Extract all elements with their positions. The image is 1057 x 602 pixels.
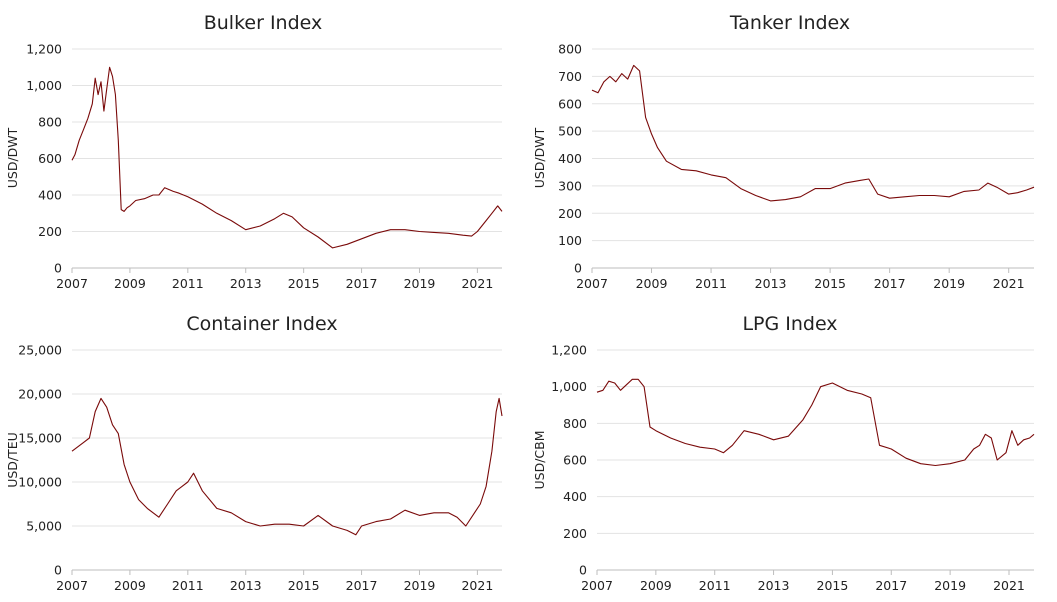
y-tick-label: 200 xyxy=(558,206,582,221)
chart-panel-3: LPG Index USD/CBM 0 200 400 600 800 1,000 1,200 2… xyxy=(532,313,1035,593)
y-tick-label: 20,000 xyxy=(18,387,62,402)
y-tick-label: 0 xyxy=(574,261,582,276)
x-tick-label: 2009 xyxy=(640,578,672,593)
x-tick-label: 2009 xyxy=(114,276,146,291)
y-tick-label: 400 xyxy=(558,151,582,166)
chart-title: LPG Index xyxy=(742,313,837,335)
y-tick-label: 700 xyxy=(558,69,582,84)
y-tick-label: 600 xyxy=(563,453,587,468)
chart-panel-2: Container Index USD/TEU 0 5,000 10,000 15,000… xyxy=(5,313,503,593)
x-tick-label: 2011 xyxy=(172,276,204,291)
x-tick-label: 2013 xyxy=(230,578,262,593)
x-tick-label: 2019 xyxy=(933,276,965,291)
x-tick-label: 2019 xyxy=(404,578,436,593)
chart-title: Tanker Index xyxy=(729,12,850,34)
y-tick-label: 1,000 xyxy=(26,78,62,93)
y-tick-label: 0 xyxy=(54,563,62,578)
x-tick-label: 2007 xyxy=(56,578,88,593)
x-tick-label: 2015 xyxy=(288,578,320,593)
x-tick-label: 2021 xyxy=(461,276,493,291)
x-tick-label: 2017 xyxy=(874,276,906,291)
chart-panel-0: Bulker Index USD/DWT 0 200 400 600 800 1,000 1,2… xyxy=(5,12,503,291)
y-tick-label: 500 xyxy=(558,124,582,139)
series-line-0 xyxy=(591,64,1035,202)
y-axis-label: USD/DWT xyxy=(532,127,547,188)
y-tick-label: 800 xyxy=(38,115,62,130)
y-tick-label: 400 xyxy=(38,188,62,203)
y-tick-label: 1,200 xyxy=(551,343,587,358)
x-tick-label: 2009 xyxy=(636,276,668,291)
chart-panel-1: Tanker Index USD/DWT 0 100 200 300 400 500 600 70… xyxy=(532,12,1035,291)
x-tick-label: 2011 xyxy=(695,276,727,291)
y-tick-label: 1,000 xyxy=(551,379,587,394)
y-tick-label: 0 xyxy=(579,563,587,578)
y-axis-label: USD/DWT xyxy=(5,127,20,188)
y-tick-label: 200 xyxy=(563,526,587,541)
x-tick-label: 2017 xyxy=(346,276,378,291)
x-tick-label: 2017 xyxy=(346,578,378,593)
y-tick-label: 100 xyxy=(558,233,582,248)
x-tick-label: 2019 xyxy=(404,276,436,291)
series-line-0 xyxy=(71,397,503,536)
x-tick-label: 2015 xyxy=(817,578,849,593)
x-tick-label: 2007 xyxy=(576,276,608,291)
y-tick-label: 1,200 xyxy=(26,42,62,57)
y-axis-label: USD/TEU xyxy=(5,432,20,488)
y-tick-label: 10,000 xyxy=(18,475,62,490)
x-tick-label: 2013 xyxy=(230,276,262,291)
x-tick-label: 2007 xyxy=(581,578,613,593)
y-tick-label: 800 xyxy=(563,416,587,431)
y-tick-label: 300 xyxy=(558,178,582,193)
y-tick-label: 600 xyxy=(558,96,582,111)
x-tick-label: 2011 xyxy=(699,578,731,593)
y-axis-label: USD/CBM xyxy=(532,430,547,489)
x-tick-label: 2009 xyxy=(114,578,146,593)
x-tick-label: 2019 xyxy=(934,578,966,593)
x-tick-label: 2015 xyxy=(288,276,320,291)
y-tick-label: 25,000 xyxy=(18,343,62,358)
x-tick-label: 2021 xyxy=(993,578,1025,593)
chart-title: Bulker Index xyxy=(204,12,323,34)
x-tick-label: 2013 xyxy=(758,578,790,593)
x-tick-label: 2013 xyxy=(755,276,787,291)
x-tick-label: 2017 xyxy=(875,578,907,593)
series-line-0 xyxy=(71,66,503,249)
chart-title: Container Index xyxy=(186,313,337,335)
y-tick-label: 15,000 xyxy=(18,431,62,446)
y-tick-label: 200 xyxy=(38,224,62,239)
y-tick-label: 800 xyxy=(558,42,582,57)
y-tick-label: 5,000 xyxy=(26,519,62,534)
x-tick-label: 2015 xyxy=(814,276,846,291)
x-tick-label: 2007 xyxy=(56,276,88,291)
x-tick-label: 2021 xyxy=(993,276,1025,291)
x-tick-label: 2021 xyxy=(461,578,493,593)
x-tick-label: 2011 xyxy=(172,578,204,593)
y-tick-label: 400 xyxy=(563,489,587,504)
y-tick-label: 600 xyxy=(38,151,62,166)
series-line-0 xyxy=(596,378,1035,467)
y-tick-label: 0 xyxy=(54,261,62,276)
